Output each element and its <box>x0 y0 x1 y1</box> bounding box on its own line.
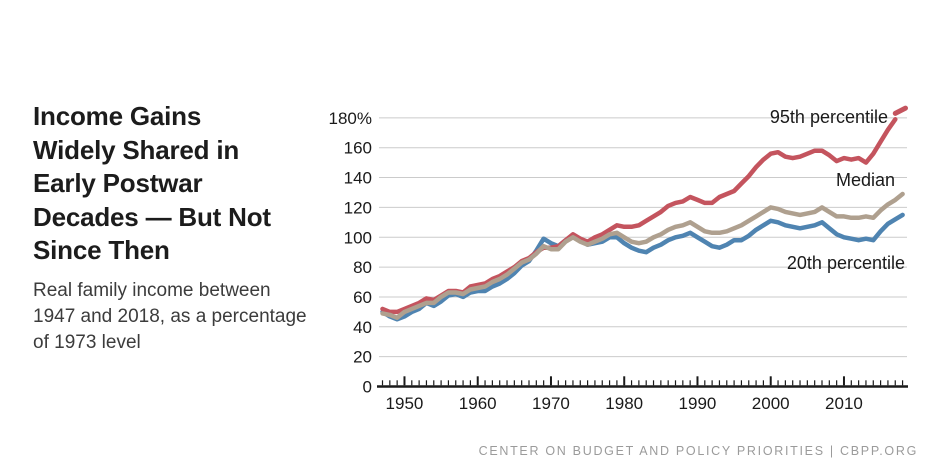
series-line-20th <box>380 212 905 322</box>
legend-median-label: Median <box>835 170 895 190</box>
y-axis-label: 0 <box>363 378 372 397</box>
x-axis-label: 1960 <box>459 394 497 413</box>
y-axis-label: 40 <box>353 318 372 337</box>
y-axis-label: 160 <box>344 139 372 158</box>
legend-20th-percentile-label: 20th percentile <box>786 253 905 273</box>
y-axis-label: 80 <box>353 258 372 277</box>
y-axis-label: 20 <box>353 348 372 367</box>
y-axis-label: 180% <box>329 109 372 128</box>
series-95th-2018-dash <box>892 105 909 116</box>
legend-95th-percentile-label: 95th percentile <box>769 107 888 127</box>
y-axis-label: 60 <box>353 288 372 307</box>
chart-subtitle: Real family income between 1947 and 2018… <box>33 280 307 353</box>
series-line-median <box>380 191 905 321</box>
x-axis-label: 2000 <box>752 394 790 413</box>
footer-attribution: CENTER ON BUDGET AND POLICY PRIORITIES |… <box>478 444 918 458</box>
x-axis-label: 2010 <box>825 394 863 413</box>
x-axis-label: 1990 <box>679 394 717 413</box>
y-axis-label: 140 <box>344 169 372 188</box>
x-axis-label: 1950 <box>386 394 424 413</box>
y-axis-label: 120 <box>344 198 372 217</box>
x-axis-label: 1980 <box>605 394 643 413</box>
chart-title: Income Gains Widely Shared in Early Post… <box>33 101 271 265</box>
y-axis-label: 100 <box>344 228 372 247</box>
x-axis-label: 1970 <box>532 394 570 413</box>
